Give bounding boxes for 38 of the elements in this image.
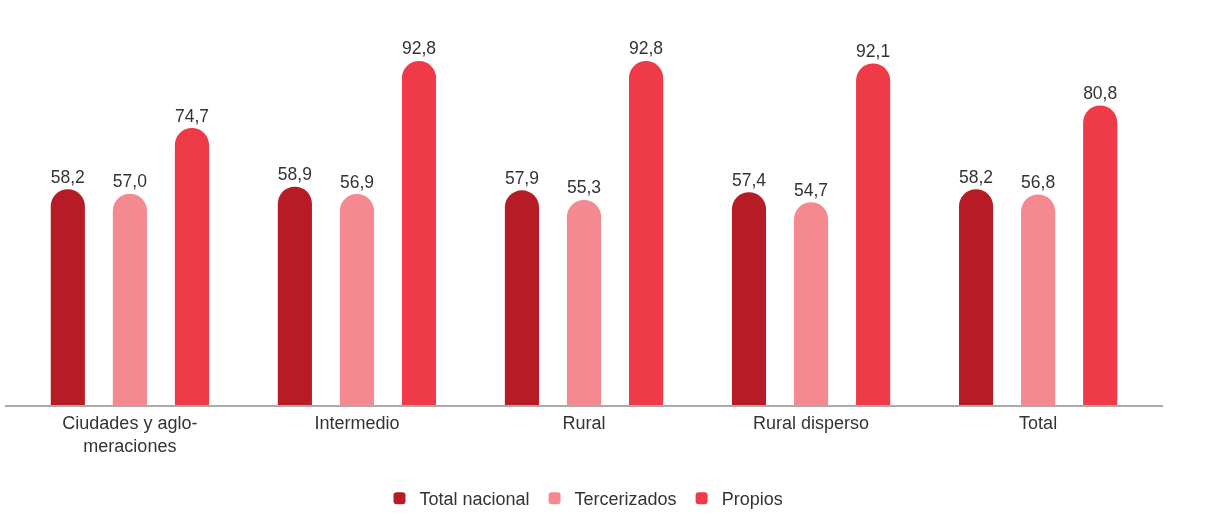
data-label: 58,9 <box>277 164 312 185</box>
bar <box>112 193 147 405</box>
data-label: 80,8 <box>1083 82 1118 103</box>
bar <box>174 128 210 405</box>
x-tick-label: Intermedio <box>314 412 400 433</box>
data-label: 54,7 <box>794 179 829 200</box>
data-label: 58,2 <box>959 166 994 187</box>
data-label: 55,3 <box>566 177 602 198</box>
bar <box>504 190 539 405</box>
bar <box>958 189 994 405</box>
bar <box>50 189 85 405</box>
x-tick-label: Ciudades y aglo- meraciones <box>62 412 198 456</box>
data-label: 58,2 <box>50 166 85 187</box>
data-label: 56,8 <box>1021 171 1056 192</box>
data-label: 92,8 <box>401 38 437 59</box>
bar <box>1021 194 1056 405</box>
legend-label: Total nacional <box>419 489 530 510</box>
data-label: 92,8 <box>629 38 664 59</box>
data-label: 56,9 <box>339 171 374 192</box>
legend-label: Tercerizados <box>574 489 677 510</box>
bar <box>793 202 829 405</box>
x-tick-label: Rural <box>562 412 606 433</box>
data-label: 57,0 <box>112 171 148 192</box>
data-label: 57,9 <box>504 167 539 188</box>
data-label: 74,7 <box>174 105 209 126</box>
bar <box>339 194 375 405</box>
bar <box>856 63 891 405</box>
bar <box>566 199 602 405</box>
bar <box>1083 105 1118 405</box>
bar <box>629 60 664 405</box>
data-label: 92,1 <box>856 41 891 62</box>
bar <box>277 186 312 405</box>
x-tick-label: Rural disperso <box>753 412 870 433</box>
bar <box>401 60 437 405</box>
legend-label: Propios <box>721 489 783 510</box>
bar <box>731 192 767 405</box>
data-label: 57,4 <box>731 169 767 190</box>
x-tick-label: Total <box>1019 412 1058 433</box>
